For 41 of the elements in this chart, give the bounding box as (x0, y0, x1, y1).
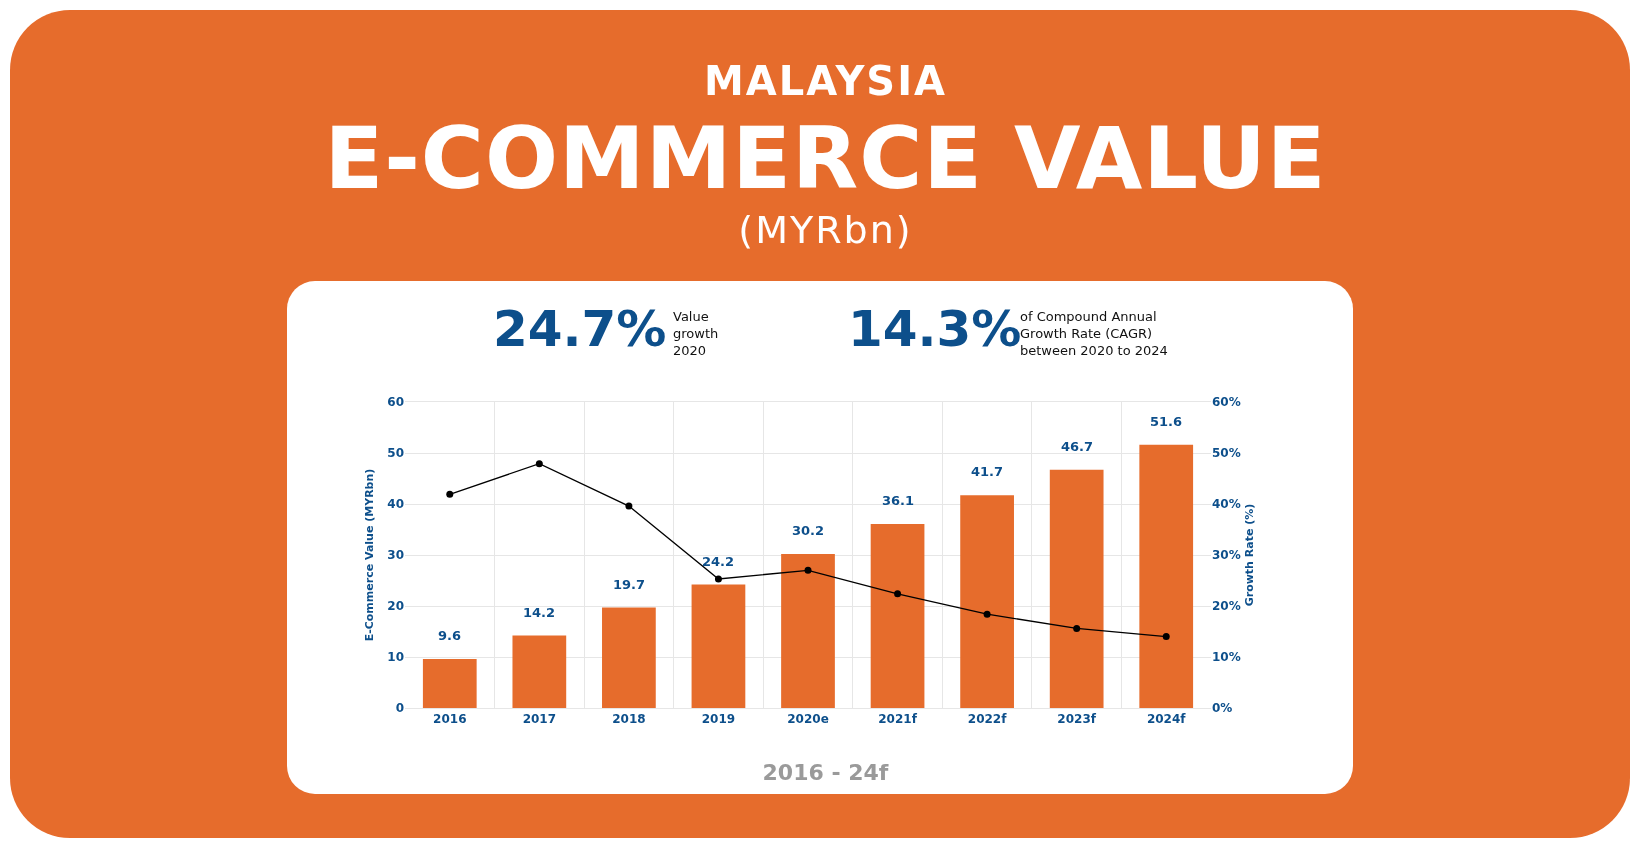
x-tick-label: 2016 (433, 712, 467, 727)
y-tick-label: 60 (387, 395, 404, 410)
data-label: 14.2 (523, 605, 556, 620)
chart-title: E-COMMERCE VALUE (323, 108, 1328, 208)
text: MALAYSIA (703, 58, 948, 104)
y-tick-label: 20 (387, 599, 404, 614)
x-tick-label: 2019 (701, 712, 736, 727)
x-tick-label: 2021f (878, 712, 918, 727)
data-label: 30.2 (792, 523, 825, 538)
data-label: 9.6 (438, 628, 462, 643)
y2-tick-label: 60% (1212, 395, 1241, 410)
x-tick-label: 2018 (612, 712, 646, 727)
y2-tick-label: 30% (1212, 548, 1241, 563)
text: 24.7% (493, 300, 667, 358)
y2-tick-label: 0% (1212, 701, 1233, 716)
x-tick-label: 2023f (1057, 712, 1097, 727)
chart-subtitle: (MYRbn) (737, 208, 914, 252)
y-tick-label: 10 (387, 650, 404, 665)
x-tick-label: 2024f (1146, 712, 1187, 727)
y-tick-label: 50 (387, 446, 404, 461)
y-tick-label: 30 (387, 548, 404, 563)
text: Value growth 2020 (673, 308, 720, 359)
data-label: 46.7 (1061, 439, 1094, 454)
y2-axis-title: Growth Rate (%) (1242, 503, 1256, 607)
text: of Compound Annual Growth Rate (CAGR) between 2020 to 2024 (1020, 308, 1169, 359)
y-axis-title: E-Commerce Value (MYRbn) (363, 468, 376, 642)
data-label: 19.7 (613, 577, 646, 592)
y2-tick-label: 50% (1212, 446, 1241, 461)
y-tick-label: 40 (387, 497, 404, 512)
data-label: 41.7 (971, 464, 1004, 479)
text: 2016 - 24f (761, 760, 890, 785)
data-label: 51.6 (1150, 414, 1183, 429)
x-tick-label: 2020e (787, 712, 829, 727)
x-tick-label: 2017 (522, 712, 557, 727)
data-label: 36.1 (882, 493, 915, 508)
x-tick-label: 2022f (967, 712, 1008, 727)
y2-tick-label: 10% (1212, 650, 1241, 665)
y2-tick-label: 40% (1212, 497, 1241, 512)
y-tick-label: 0 (395, 701, 404, 716)
y2-tick-label: 20% (1212, 599, 1241, 614)
data-label: 24.2 (702, 554, 735, 569)
